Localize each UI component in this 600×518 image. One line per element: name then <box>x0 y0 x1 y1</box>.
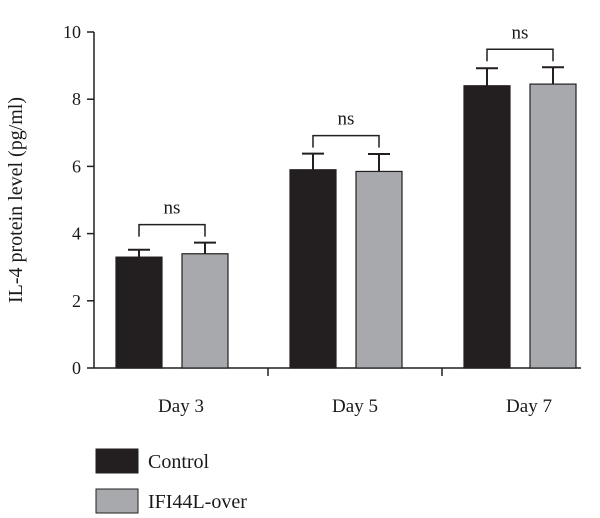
x-axis: Day 3 Day 5 Day 7 <box>94 367 581 417</box>
legend-swatch <box>95 488 139 514</box>
y-tick-label: 8 <box>72 89 81 109</box>
bar-control-day-5 <box>289 169 337 369</box>
legend-label: Control <box>148 451 210 473</box>
bar-control-day-7 <box>463 85 511 369</box>
bar-ifi44l-over-day-5 <box>355 170 403 369</box>
y-tick-label: 4 <box>72 224 81 244</box>
legend-swatch <box>95 448 139 474</box>
y-tick-label: 2 <box>72 291 81 311</box>
significance-annotations: ns ns ns <box>138 22 554 237</box>
y-axis-title: IL-4 protein level (pg/ml) <box>5 97 27 303</box>
y-tick-label: 10 <box>63 22 81 42</box>
bar-ifi44l-over-day-3 <box>181 253 229 369</box>
bar-ifi44l-over-day-7 <box>529 83 577 369</box>
significance-bracket <box>138 223 206 237</box>
y-axis: 0 2 4 6 8 10 <box>63 22 95 378</box>
legend-label: IFI44L-over <box>148 491 247 513</box>
y-tick-label: 6 <box>72 156 81 176</box>
significance-label: ns <box>512 22 529 43</box>
legend: Control IFI44L-over <box>95 448 247 514</box>
significance-bracket <box>486 48 554 62</box>
bar-control-day-3 <box>115 256 163 369</box>
x-tick-label: Day 7 <box>506 396 552 417</box>
bars <box>115 83 577 369</box>
significance-label: ns <box>164 198 181 219</box>
x-tick-label: Day 5 <box>332 396 378 417</box>
significance-bracket <box>312 134 380 148</box>
significance-label: ns <box>338 109 355 130</box>
y-tick-label: 0 <box>72 358 81 378</box>
x-tick-label: Day 3 <box>158 396 204 417</box>
error-bars <box>128 66 564 258</box>
